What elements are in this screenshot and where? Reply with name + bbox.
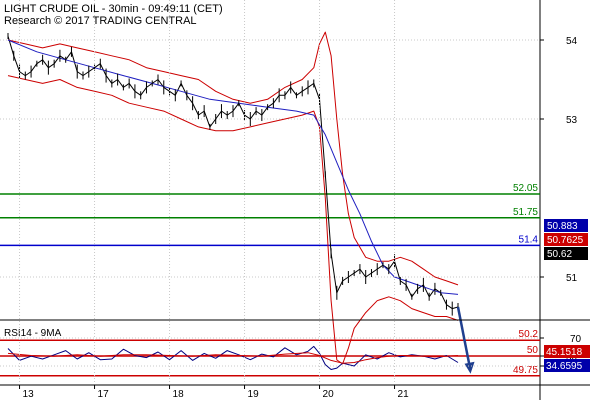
price-badge-label: 50.62: [547, 249, 572, 260]
chart-copyright: Research © 2017 TRADING CENTRAL: [4, 15, 197, 27]
forecast-arrow-head: [464, 361, 475, 374]
price-tick-label: 53: [566, 115, 578, 126]
price-badge-label: 50.7625: [547, 235, 584, 246]
level-label: 49.75: [513, 365, 538, 376]
rsi-badge-label: 34.6595: [546, 361, 583, 372]
rsi-tick-label: 70: [570, 334, 582, 345]
price-tick-label: 51: [566, 273, 578, 284]
level-label: 52.05: [513, 183, 538, 194]
x-tick-label: 21: [398, 389, 410, 400]
x-tick-label: 20: [323, 389, 335, 400]
chart-title: LIGHT CRUDE OIL - 30min - 09:49:11 (CET): [4, 3, 223, 15]
rsi-title: RSI14 - 9MA: [4, 328, 62, 339]
rsi-badge: [544, 359, 590, 372]
level-label: 51.75: [513, 207, 538, 218]
series-rsi: [7, 345, 459, 370]
series-lower-bollinger: [7, 75, 459, 365]
price-tick-label: 54: [566, 36, 578, 47]
x-tick-label: 13: [23, 389, 35, 400]
series-upper-bollinger: [7, 31, 459, 286]
series-moving-average: [7, 39, 459, 295]
x-tick-label: 19: [248, 389, 260, 400]
rsi-badge-label: 45.1518: [546, 347, 583, 358]
rsi-badge: [544, 345, 590, 358]
price-badge: [544, 219, 588, 232]
level-label: 50: [527, 345, 539, 356]
price-badge-label: 50.883: [547, 221, 578, 232]
price-badge: [544, 247, 588, 260]
series-rsi-ma: [7, 352, 459, 364]
x-tick-label: 18: [173, 389, 185, 400]
x-tick-label: 17: [98, 389, 110, 400]
forecast-arrow-shaft: [456, 306, 471, 367]
level-label: 50.2: [519, 329, 539, 340]
price-badge: [544, 233, 588, 246]
level-label: 51.4: [519, 234, 539, 245]
